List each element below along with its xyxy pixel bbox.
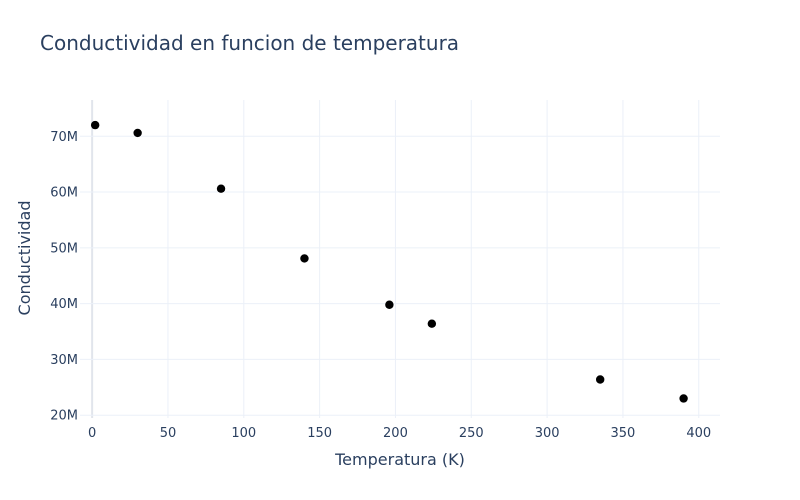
y-tick-label: 60M <box>50 186 78 201</box>
y-tick-label: 40M <box>50 297 78 312</box>
data-point[interactable] <box>300 254 309 263</box>
y-axis-ticks: 20M 30M 40M 50M 60M 70M <box>50 130 78 424</box>
data-point[interactable] <box>385 300 394 309</box>
x-tick-label: 300 <box>535 426 560 441</box>
x-tick-label: 400 <box>686 426 711 441</box>
x-tick-label: 150 <box>307 426 332 441</box>
y-tick-label: 20M <box>50 409 78 424</box>
data-point[interactable] <box>595 375 605 384</box>
x-tick-label: 0 <box>88 426 96 441</box>
y-tick-label: 30M <box>50 353 78 368</box>
y-tick-label: 70M <box>50 130 78 145</box>
x-axis-title: Temperatura (K) <box>334 450 465 469</box>
y-tick-label: 50M <box>50 241 78 256</box>
data-point[interactable] <box>90 120 100 130</box>
grid <box>80 100 720 418</box>
data-point[interactable] <box>133 128 142 138</box>
data-points <box>90 120 688 403</box>
chart-title: Conductividad en funcion de temperatura <box>40 31 459 55</box>
x-tick-label: 100 <box>231 426 256 441</box>
data-point[interactable] <box>216 184 226 193</box>
x-tick-label: 50 <box>160 426 177 441</box>
data-point[interactable] <box>679 394 688 403</box>
x-tick-label: 350 <box>611 426 636 441</box>
x-tick-label: 250 <box>459 426 484 441</box>
x-axis-ticks: 0 50 100 150 200 250 300 350 400 <box>88 426 711 441</box>
x-tick-label: 200 <box>383 426 408 441</box>
data-point[interactable] <box>427 319 437 328</box>
y-axis-title: Conductividad <box>15 201 34 316</box>
